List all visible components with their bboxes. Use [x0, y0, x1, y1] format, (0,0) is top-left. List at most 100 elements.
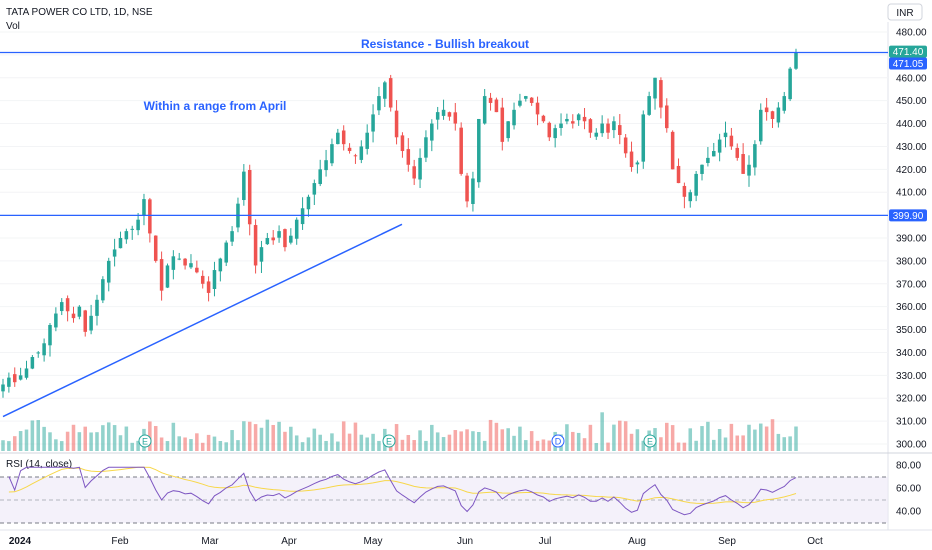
- candle: [247, 164, 252, 236]
- x-tick-label: Oct: [807, 536, 823, 547]
- volume-bar: [341, 421, 346, 451]
- volume-bars: [1, 412, 798, 451]
- y-tick-label: 330.00: [896, 371, 927, 382]
- volume-bar: [518, 426, 522, 451]
- volume-bar: [159, 437, 164, 451]
- y-tick-label: 430.00: [896, 142, 927, 153]
- candle: [735, 143, 740, 161]
- event-marker-label: E: [647, 437, 653, 447]
- candle: [559, 113, 563, 136]
- candle: [36, 351, 41, 358]
- volume-bar: [694, 440, 698, 451]
- candle: [412, 159, 416, 185]
- candle: [106, 257, 111, 292]
- price-grid: [0, 31, 888, 445]
- event-marker-dividend[interactable]: D: [551, 434, 565, 448]
- y-tick-label: 450.00: [896, 96, 927, 107]
- volume-bar: [741, 435, 745, 451]
- volume-bar: [83, 426, 87, 451]
- volume-bar: [682, 442, 687, 451]
- time-axis[interactable]: 2024 Feb Mar Apr May Jun Jul Aug Sep Oct: [9, 536, 823, 547]
- volume-bar: [723, 437, 728, 451]
- volume-bar: [153, 426, 158, 451]
- candle: [118, 231, 123, 249]
- candle: [776, 102, 781, 128]
- y-tick-label: 360.00: [896, 302, 927, 313]
- candle: [183, 257, 187, 270]
- candle: [512, 102, 516, 130]
- volume-bar: [582, 438, 587, 451]
- candle: [758, 103, 763, 145]
- volume-bar: [488, 419, 493, 451]
- candle: [89, 304, 93, 335]
- volume-bar: [477, 431, 481, 451]
- x-tick-label: Apr: [281, 536, 297, 547]
- volume-bar: [524, 440, 528, 451]
- volume-bar: [206, 434, 211, 451]
- candle: [582, 107, 587, 130]
- candle: [24, 360, 29, 380]
- resistance-price-tag: [889, 57, 927, 70]
- volume-bar: [271, 424, 275, 451]
- event-marker-earnings[interactable]: E: [382, 434, 396, 448]
- volume-bar: [600, 412, 604, 451]
- volume-bar: [418, 430, 422, 451]
- currency-button[interactable]: [887, 3, 923, 21]
- candle: [506, 121, 510, 142]
- volume-bar: [529, 431, 534, 451]
- candle: [717, 133, 722, 162]
- candle: [394, 100, 399, 145]
- candle: [289, 228, 293, 245]
- y-tick-label: 480.00: [896, 28, 927, 39]
- candle: [565, 113, 569, 125]
- resistance-annotation: Resistance - Bullish breakout: [361, 37, 529, 51]
- volume-bar: [764, 426, 769, 451]
- event-marker-label: D: [555, 437, 562, 447]
- support-price-value: 399.90: [893, 211, 924, 222]
- x-tick-label: 2024: [9, 536, 32, 547]
- candle: [477, 118, 481, 188]
- volume-label: Vol: [6, 21, 20, 32]
- candle: [83, 309, 87, 337]
- x-tick-label: Feb: [111, 536, 129, 547]
- candle: [148, 197, 152, 243]
- volume-bar: [48, 432, 52, 451]
- trendline[interactable]: [2, 223, 403, 418]
- volume-bar: [482, 440, 487, 451]
- rsi-tick-label: 80.00: [896, 461, 921, 472]
- candle: [177, 252, 181, 261]
- volume-bar: [148, 421, 152, 451]
- candle: [471, 171, 475, 212]
- candle: [253, 219, 258, 274]
- candle: [77, 305, 82, 320]
- candle: [459, 122, 463, 176]
- y-tick-label: 380.00: [896, 256, 927, 267]
- candle: [500, 97, 505, 151]
- range-annotation: Within a range from April: [144, 99, 287, 113]
- event-marker-earnings[interactable]: E: [138, 434, 152, 448]
- candle: [218, 257, 223, 282]
- candle: [670, 130, 675, 170]
- volume-bar: [441, 437, 446, 451]
- volume-bar: [588, 424, 593, 451]
- candle: [294, 217, 299, 245]
- candle: [153, 235, 158, 263]
- rsi-tick-label: 40.00: [896, 507, 921, 518]
- candle: [788, 66, 792, 102]
- candle: [336, 128, 340, 145]
- candle: [377, 86, 381, 116]
- event-marker-earnings[interactable]: E: [643, 434, 657, 448]
- volume-bar: [547, 440, 552, 451]
- resistance-price-value: 471.05: [893, 59, 924, 70]
- volume-bar: [688, 428, 693, 451]
- volume-bar: [112, 425, 117, 451]
- candle: [112, 238, 117, 267]
- volume-bar: [788, 436, 792, 451]
- candle: [441, 99, 446, 120]
- candle: [324, 149, 328, 177]
- candle: [600, 115, 604, 137]
- volume-bar: [541, 439, 546, 451]
- candle: [224, 240, 228, 267]
